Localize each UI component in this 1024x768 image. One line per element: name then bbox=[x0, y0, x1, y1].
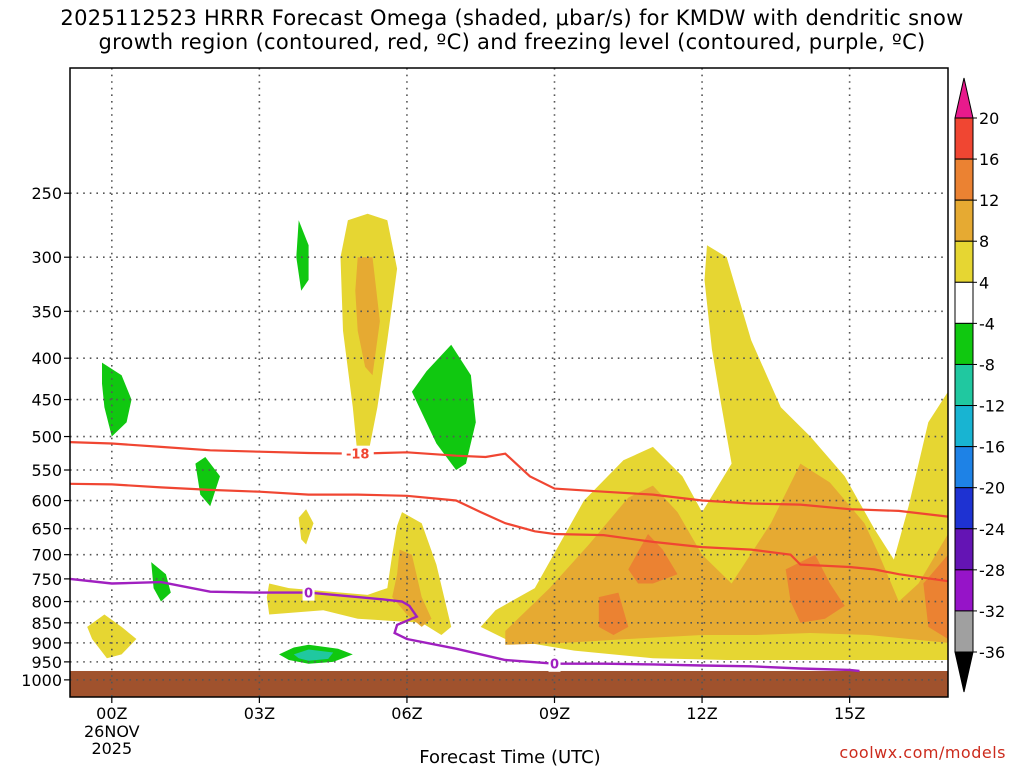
colorbar-segment bbox=[954, 405, 974, 448]
freezing-level-label-bg bbox=[548, 655, 561, 672]
colorbar-label: -36 bbox=[979, 643, 1005, 662]
y-tick-label: 350 bbox=[31, 302, 62, 321]
dendritic-contour--18 bbox=[70, 441, 948, 518]
x-tick-sublabel: 2025 bbox=[91, 739, 132, 758]
omega-region-8-1 bbox=[355, 257, 380, 376]
x-axis-title: Forecast Time (UTC) bbox=[419, 747, 600, 768]
colorbar: 20 16 12 8 4 -4 -8 -12 -16 -20 -24 -28 -32 -36 bbox=[954, 77, 1005, 693]
x-tick-label: 03Z bbox=[244, 704, 275, 723]
y-tick-label: 800 bbox=[31, 593, 62, 612]
chart-title-line-2: growth region (contoured, red, ºC) and f… bbox=[98, 30, 926, 54]
y-tick-label: 300 bbox=[31, 248, 62, 267]
freezing-level-label: 0 bbox=[550, 658, 559, 673]
axis-ticks: 2503003504004505005506006507007508008509… bbox=[21, 184, 865, 758]
y-tick-label: 850 bbox=[31, 614, 62, 633]
colorbar-label: -8 bbox=[979, 355, 995, 374]
omega-region-12-8 bbox=[598, 592, 629, 635]
chart-title: 2025112523 HRRR Forecast Omega (shaded, … bbox=[0, 6, 1024, 54]
chart-title-line-1: 2025112523 HRRR Forecast Omega (shaded, … bbox=[60, 6, 964, 30]
colorbar-segment bbox=[954, 117, 974, 160]
ground-layer bbox=[70, 670, 948, 697]
colorbar-segment bbox=[954, 199, 974, 242]
freezing-level-label: 0 bbox=[304, 587, 313, 602]
x-tick-label: 15Z bbox=[834, 704, 865, 723]
colorbar-segment bbox=[954, 281, 974, 324]
y-tick-label: 250 bbox=[31, 184, 62, 203]
y-tick-label: 550 bbox=[31, 461, 62, 480]
colorbar-label: -28 bbox=[979, 561, 1005, 580]
colorbar-top-arrow bbox=[954, 77, 974, 119]
omega-region--8-18 bbox=[293, 649, 334, 661]
dendritic-contour-label: -18 bbox=[346, 448, 370, 463]
x-tick-label: 09Z bbox=[539, 704, 570, 723]
plot-border bbox=[69, 67, 949, 698]
colorbar-label: -24 bbox=[979, 520, 1005, 539]
colorbar-label: 4 bbox=[979, 273, 989, 292]
y-tick-label: 450 bbox=[31, 391, 62, 410]
omega-shading bbox=[87, 213, 948, 664]
y-tick-label: 500 bbox=[31, 428, 62, 447]
y-tick-label: 400 bbox=[31, 349, 62, 368]
y-tick-label: 900 bbox=[31, 634, 62, 653]
dendritic-contour-label-bg bbox=[341, 445, 374, 462]
x-tick-label: 00Z bbox=[96, 704, 127, 723]
colorbar-label: -20 bbox=[979, 479, 1005, 498]
colorbar-label: -32 bbox=[979, 602, 1005, 621]
omega-region-4-2 bbox=[298, 509, 314, 545]
y-tick-label: 750 bbox=[31, 570, 62, 589]
freezing-level-contour bbox=[70, 577, 860, 673]
colorbar-segment bbox=[954, 240, 974, 283]
contours: -18 0 0 bbox=[70, 441, 948, 673]
omega-region-12-9 bbox=[628, 534, 678, 584]
y-tick-label: 650 bbox=[31, 520, 62, 539]
colorbar-segment bbox=[954, 487, 974, 530]
colorbar-label: 8 bbox=[979, 232, 989, 251]
colorbar-label: 12 bbox=[979, 191, 999, 210]
credit-text: coolwx.com/models bbox=[839, 743, 1006, 762]
y-tick-label: 700 bbox=[31, 546, 62, 565]
freezing-level-label-bg bbox=[302, 584, 315, 601]
colorbar-segment bbox=[954, 158, 974, 201]
omega-region--4-16 bbox=[411, 344, 476, 470]
colorbar-segment bbox=[954, 363, 974, 407]
colorbar-label: -12 bbox=[979, 397, 1005, 416]
colorbar-label: 20 bbox=[979, 109, 999, 128]
colorbar-label: -16 bbox=[979, 438, 1005, 457]
omega-region-12-10 bbox=[785, 554, 845, 623]
colorbar-segment bbox=[954, 446, 974, 489]
omega-region-12-11 bbox=[923, 554, 948, 639]
colorbar-segment bbox=[954, 610, 974, 653]
plot-frame bbox=[69, 67, 949, 698]
y-tick-label: 950 bbox=[31, 653, 62, 672]
colorbar-segment bbox=[954, 322, 974, 365]
colorbar-label: 16 bbox=[979, 150, 999, 169]
grid-lines bbox=[70, 68, 948, 697]
colorbar-bottom-arrow bbox=[954, 651, 974, 693]
colorbar-label: -4 bbox=[979, 314, 995, 333]
colorbar-segment bbox=[954, 569, 974, 612]
omega-region--4-14 bbox=[195, 457, 220, 507]
x-tick-label: 12Z bbox=[686, 704, 717, 723]
colorbar-segment bbox=[954, 528, 974, 571]
x-tick-sublabel: 26NOV bbox=[84, 722, 140, 741]
omega-region-8-5 bbox=[392, 549, 432, 627]
x-tick-label: 06Z bbox=[391, 704, 422, 723]
y-tick-label: 1000 bbox=[21, 671, 62, 690]
y-tick-label: 600 bbox=[31, 492, 62, 511]
ground-surface bbox=[70, 670, 948, 697]
omega-region--4-12 bbox=[296, 220, 309, 291]
dendritic-contour--12 bbox=[70, 482, 948, 583]
